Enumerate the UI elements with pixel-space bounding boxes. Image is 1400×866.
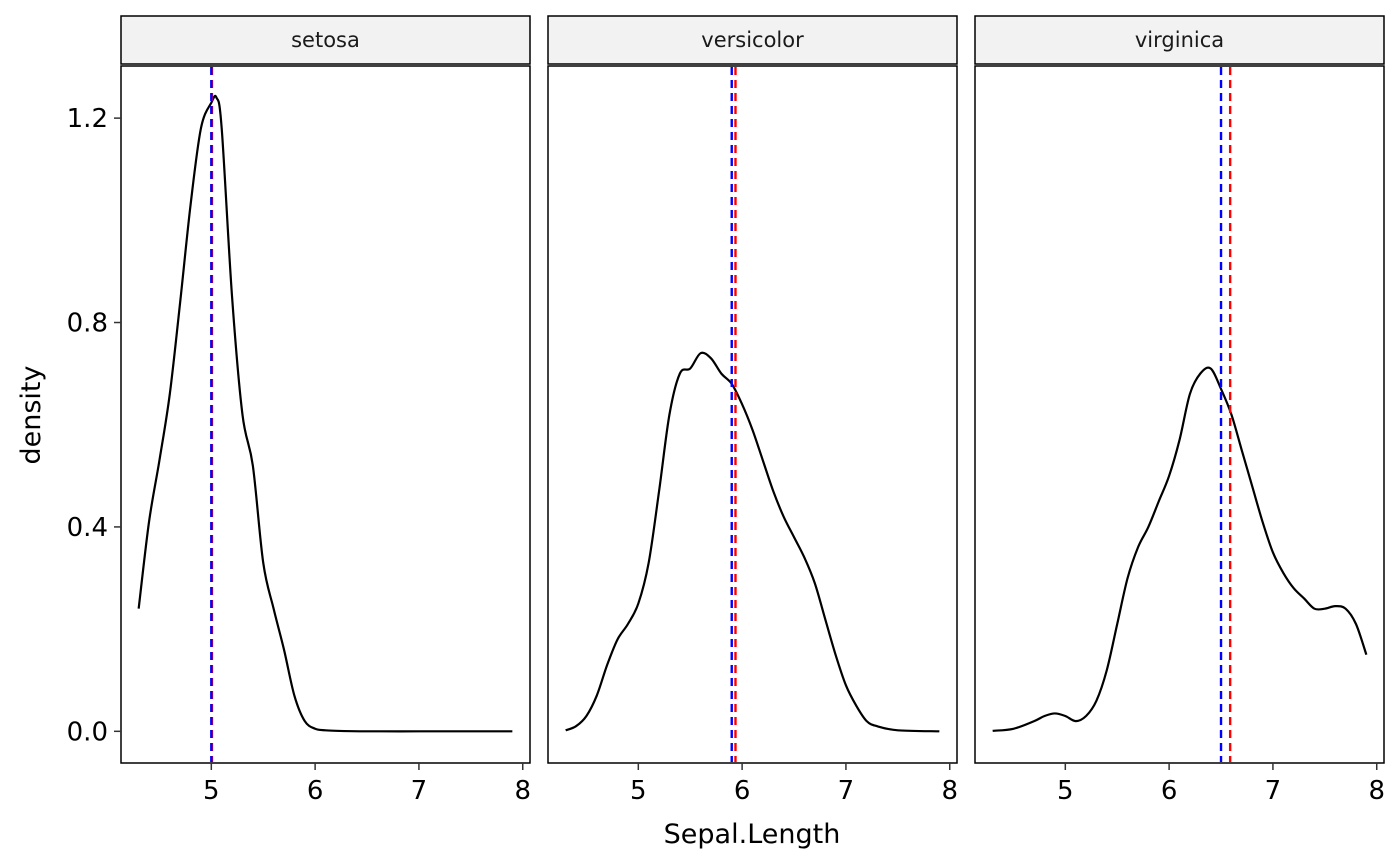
x-tick-label: 5 [1057, 776, 1074, 806]
strip-label-setosa: setosa [291, 28, 360, 52]
y-tick-label: 0.4 [67, 513, 108, 543]
x-tick-label: 6 [734, 776, 751, 806]
x-tick-label: 7 [1265, 776, 1282, 806]
facet-panel-virginica: virginica 5 6 7 8 [974, 15, 1385, 806]
x-axis-title: Sepal.Length [664, 819, 841, 850]
density-line-virginica [992, 366, 1368, 732]
strip-label-versicolor: versicolor [701, 28, 804, 52]
y-axis-title: density [16, 365, 47, 464]
strip-background [547, 15, 958, 65]
panel-border [974, 65, 1385, 764]
panel-border [547, 65, 958, 764]
x-tick-label: 8 [941, 776, 958, 806]
y-tick-label: 0.8 [67, 309, 108, 339]
y-tick-label: 0.0 [67, 717, 108, 747]
x-tick-label: 8 [1368, 776, 1385, 806]
y-tick-label: 1.2 [67, 104, 108, 134]
facet-panel-setosa: setosa 5 6 7 8 [120, 15, 531, 806]
density-line-setosa [137, 94, 513, 733]
strip-background [974, 15, 1385, 65]
x-tick-label: 8 [514, 776, 531, 806]
strip-label-virginica: virginica [1135, 28, 1224, 52]
facet-panels: setosa 5 6 7 8 versicolor 5 6 7 8 virginica 5 6 7 8 [120, 15, 1385, 806]
facet-panel-versicolor: versicolor 5 6 7 8 [547, 15, 958, 806]
x-tick-label: 5 [203, 776, 220, 806]
x-tick-label: 5 [630, 776, 647, 806]
strip-background [120, 15, 531, 65]
x-tick-label: 6 [307, 776, 324, 806]
x-tick-label: 7 [838, 776, 855, 806]
x-tick-label: 7 [411, 776, 428, 806]
y-axis: 0.0 0.4 0.8 1.2 [67, 104, 121, 747]
panel-border [120, 65, 531, 764]
x-tick-label: 6 [1161, 776, 1178, 806]
